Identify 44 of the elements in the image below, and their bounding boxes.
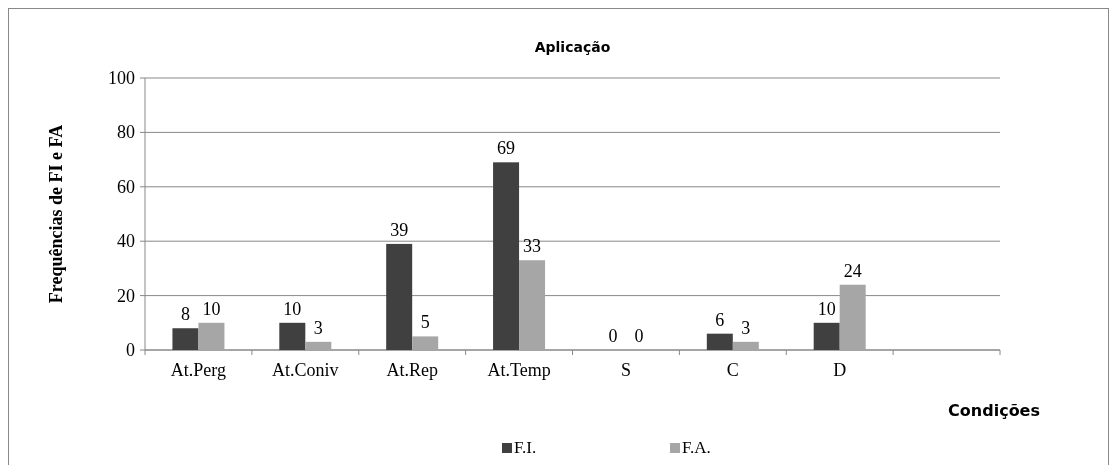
bar	[706, 333, 733, 350]
bar	[279, 322, 306, 350]
legend-label: F.A.	[682, 438, 711, 457]
bar	[412, 336, 439, 350]
data-label: 3	[313, 317, 323, 338]
legend-label: F.I.	[514, 438, 537, 457]
x-tick-label: At.Temp	[487, 360, 551, 380]
data-label: 24	[843, 260, 862, 281]
data-label: 33	[523, 236, 542, 257]
bar	[172, 328, 199, 350]
y-tick-label: 60	[117, 176, 135, 197]
x-tick-label: C	[726, 360, 739, 380]
data-label: 5	[420, 312, 430, 333]
data-label: 69	[497, 138, 516, 159]
data-label: 10	[283, 298, 302, 319]
data-label: 0	[608, 326, 618, 346]
data-label: 39	[390, 219, 409, 240]
bar	[839, 284, 866, 350]
data-label: 0	[634, 326, 644, 346]
x-tick-label: At.Rep	[386, 360, 438, 380]
chart-title: Aplicação	[534, 39, 611, 55]
bar	[813, 322, 840, 350]
data-label: 6	[715, 309, 725, 330]
bar	[386, 243, 413, 350]
x-tick-label: At.Coniv	[272, 360, 339, 380]
x-tick-label: D	[833, 360, 847, 380]
bar	[732, 341, 759, 350]
y-tick-label: 40	[117, 231, 135, 252]
x-tick-label: At.Perg	[170, 360, 227, 380]
data-label: 10	[202, 298, 221, 319]
data-label: 8	[180, 304, 190, 325]
y-tick-label: 0	[126, 340, 135, 360]
y-tick-label: 80	[117, 122, 135, 143]
y-axis-title: Frequências de FI e FA	[46, 124, 66, 304]
bar	[493, 162, 520, 350]
data-label: 10	[817, 298, 836, 319]
y-tick-label: 100	[108, 68, 135, 88]
bar	[519, 260, 546, 350]
bar	[198, 322, 225, 350]
y-tick-label: 20	[117, 285, 135, 306]
x-axis-title: Condições	[948, 401, 1040, 420]
data-label: 3	[741, 317, 751, 338]
x-tick-label: S	[620, 360, 631, 380]
bar	[305, 341, 332, 350]
